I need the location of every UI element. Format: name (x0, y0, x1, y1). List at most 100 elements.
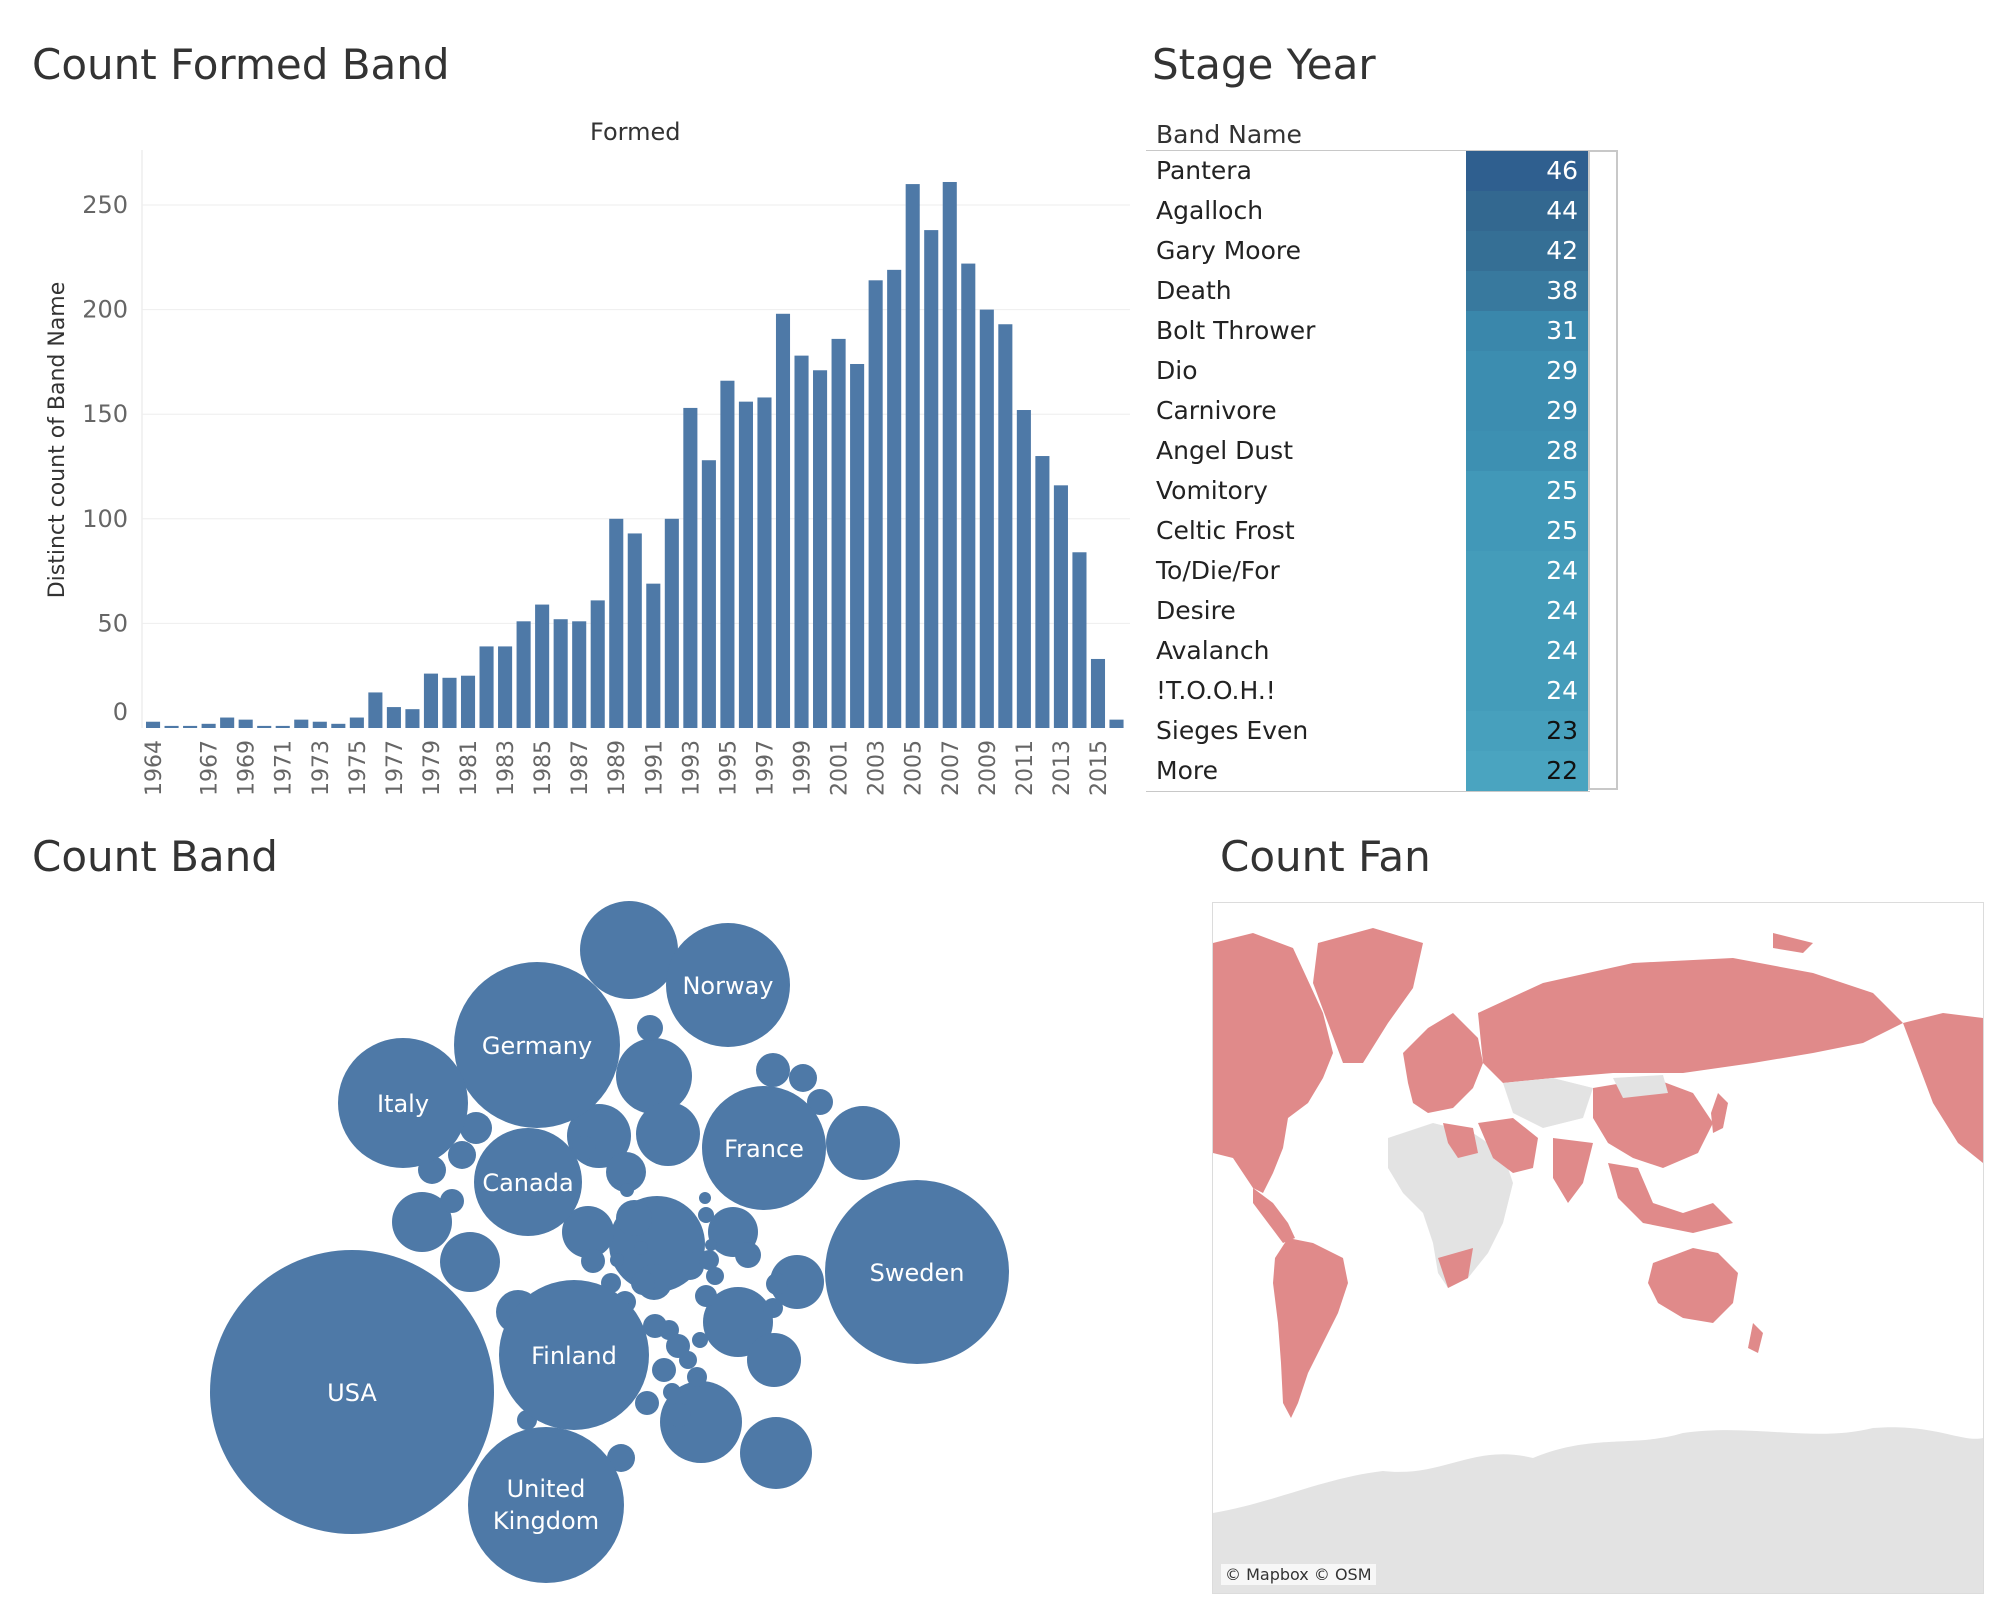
bar-1993[interactable] (683, 407, 698, 728)
country-bubble[interactable] (747, 1333, 801, 1387)
bubble-france[interactable] (702, 1086, 826, 1210)
bar-2002[interactable] (850, 363, 865, 728)
bubble-canada[interactable] (474, 1128, 582, 1236)
bar-2008[interactable] (961, 263, 976, 728)
bubble-finland[interactable] (499, 1280, 649, 1430)
bar-2016[interactable] (1109, 719, 1124, 728)
country-bubble[interactable] (698, 1207, 714, 1223)
country-bubble[interactable] (440, 1232, 500, 1292)
country-bubble[interactable] (699, 1192, 711, 1204)
country-bubble[interactable] (392, 1192, 452, 1252)
country-bubble[interactable] (756, 1053, 790, 1087)
country-bubble[interactable] (448, 1141, 476, 1169)
bar-1976[interactable] (368, 692, 383, 728)
country-bubble[interactable] (667, 1403, 691, 1427)
bar-1997[interactable] (757, 397, 772, 728)
table-row[interactable]: Vomitory 25 (1144, 471, 1588, 511)
country-bubble[interactable] (562, 1206, 614, 1258)
country-bubble[interactable] (706, 1267, 724, 1285)
table-row[interactable]: Dio 29 (1144, 351, 1588, 391)
bar-1970[interactable] (257, 725, 272, 728)
bar-1966[interactable] (183, 725, 198, 728)
bar-1969[interactable] (238, 719, 253, 728)
bubble-usa[interactable] (210, 1250, 494, 1534)
bar-1999[interactable] (794, 355, 809, 728)
bar-2012[interactable] (1035, 456, 1050, 728)
bar-2000[interactable] (813, 370, 828, 728)
table-row[interactable]: Desire 24 (1144, 591, 1588, 631)
country-bubble[interactable] (631, 1271, 655, 1295)
bar-2003[interactable] (868, 280, 883, 728)
table-row[interactable]: Gary Moore 42 (1144, 231, 1588, 271)
country-bubble[interactable] (676, 1252, 704, 1280)
country-bubble[interactable] (660, 1381, 742, 1463)
country-bubble[interactable] (580, 901, 678, 999)
country-bubble[interactable] (610, 1253, 624, 1267)
bar-1990[interactable] (627, 533, 642, 728)
country-bubble[interactable] (703, 1287, 773, 1357)
bar-1971[interactable] (275, 725, 290, 728)
table-row[interactable]: !T.O.O.H.! 24 (1144, 671, 1588, 711)
bubble-united-kingdom[interactable] (468, 1427, 624, 1583)
bar-1968[interactable] (220, 717, 235, 728)
country-bubble[interactable] (635, 1391, 659, 1415)
bubble-norway[interactable] (666, 923, 790, 1047)
bar-2005[interactable] (905, 184, 920, 728)
bar-1984[interactable] (516, 621, 531, 728)
bar-1967[interactable] (201, 723, 216, 728)
bubble-germany[interactable] (454, 962, 620, 1128)
country-bubble[interactable] (826, 1106, 900, 1180)
country-bubble[interactable] (735, 1242, 761, 1268)
bar-2015[interactable] (1090, 658, 1106, 728)
bar-1972[interactable] (294, 719, 309, 728)
bar-1975[interactable] (349, 717, 364, 728)
country-bubble[interactable] (692, 1332, 708, 1348)
bar-1965[interactable] (164, 725, 179, 728)
country-bubble[interactable] (699, 1250, 719, 1270)
country-bubble[interactable] (687, 1367, 707, 1387)
bar-1989[interactable] (609, 518, 624, 728)
bar-1996[interactable] (738, 401, 753, 728)
table-row[interactable]: To/Die/For 24 (1144, 551, 1588, 591)
table-row[interactable]: Agalloch 44 (1144, 191, 1588, 231)
country-bubble[interactable] (607, 1444, 635, 1472)
bar-2013[interactable] (1053, 485, 1068, 728)
country-bubble[interactable] (606, 1152, 646, 1192)
country-bubble[interactable] (616, 1038, 692, 1114)
country-bubble[interactable] (581, 1249, 605, 1273)
bubble-italy[interactable] (338, 1038, 468, 1168)
country-bubble[interactable] (663, 1383, 681, 1401)
country-bubble[interactable] (763, 1298, 783, 1318)
bar-1983[interactable] (498, 646, 513, 728)
bar-1974[interactable] (331, 723, 346, 728)
bar-1987[interactable] (572, 621, 587, 728)
country-bubble[interactable] (679, 1351, 697, 1369)
bar-2004[interactable] (887, 269, 902, 728)
table-row[interactable]: Avalanch 24 (1144, 631, 1588, 671)
bar-1988[interactable] (590, 600, 605, 728)
bar-2010[interactable] (998, 324, 1013, 728)
bar-1985[interactable] (535, 604, 550, 728)
table-row[interactable]: Celtic Frost 25 (1144, 511, 1588, 551)
fan-map[interactable]: © Mapbox © OSM (1212, 902, 1984, 1594)
bar-2001[interactable] (831, 338, 846, 728)
table-row[interactable]: Death 38 (1144, 271, 1588, 311)
table-row[interactable]: Pantera 46 (1144, 151, 1588, 191)
bar-1973[interactable] (312, 721, 327, 728)
bar-1998[interactable] (775, 313, 791, 728)
bar-1992[interactable] (664, 518, 679, 728)
bar-1986[interactable] (553, 619, 568, 728)
table-row[interactable]: Angel Dust 28 (1144, 431, 1588, 471)
country-bubble[interactable] (766, 1273, 788, 1295)
bar-1994[interactable] (701, 460, 716, 728)
bar-2007[interactable] (942, 181, 957, 728)
country-bubble[interactable] (789, 1064, 817, 1092)
country-bubble[interactable] (770, 1255, 824, 1309)
bar-1964[interactable] (146, 721, 161, 728)
country-bubble[interactable] (634, 1241, 648, 1255)
country-bubble[interactable] (572, 1136, 596, 1160)
country-bubble[interactable] (440, 1189, 464, 1213)
country-bubble[interactable] (460, 1112, 492, 1144)
table-row[interactable]: Bolt Thrower 31 (1144, 311, 1588, 351)
country-bubble[interactable] (705, 1239, 717, 1251)
